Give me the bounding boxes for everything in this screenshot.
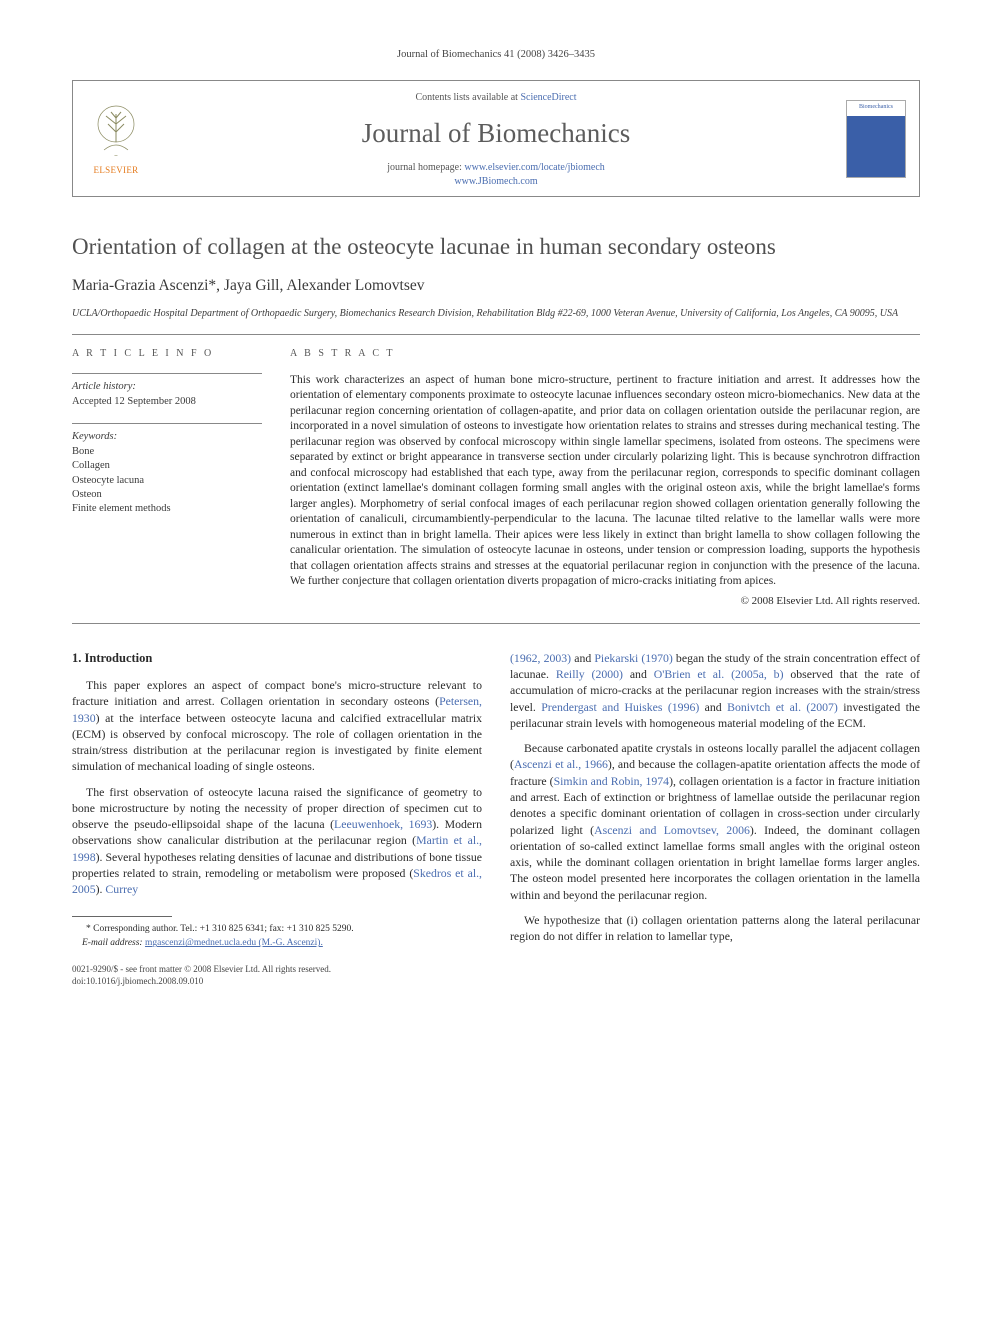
body-left-column: 1. Introduction This paper explores an a…: [72, 650, 482, 988]
running-head: Journal of Biomechanics 41 (2008) 3426–3…: [72, 48, 920, 62]
keywords-label: Keywords:: [72, 430, 262, 444]
homepage-link-1[interactable]: www.elsevier.com/locate/jbiomech: [464, 162, 604, 173]
sciencedirect-link[interactable]: ScienceDirect: [520, 92, 576, 103]
article-info-heading: A R T I C L E I N F O: [72, 347, 262, 361]
journal-homepage: journal homepage: www.elsevier.com/locat…: [167, 161, 825, 188]
bottom-meta: 0021-9290/$ - see front matter © 2008 El…: [72, 964, 482, 987]
rule-below-abstract: [72, 623, 920, 624]
elsevier-tree-icon: ⌣: [89, 102, 143, 162]
contents-prefix: Contents lists available at: [415, 92, 520, 103]
footnote-email-label: E-mail address:: [82, 938, 143, 948]
abstract-column: A B S T R A C T This work characterizes …: [290, 347, 920, 609]
body-paragraph: Because carbonated apatite crystals in o…: [510, 740, 920, 903]
keyword-item: Finite element methods: [72, 502, 262, 516]
footnote-email-line: E-mail address: mgascenzi@mednet.ucla.ed…: [72, 937, 482, 950]
abstract-copyright: © 2008 Elsevier Ltd. All rights reserved…: [290, 594, 920, 609]
contents-available-line: Contents lists available at ScienceDirec…: [167, 91, 825, 105]
history-value: Accepted 12 September 2008: [72, 396, 196, 407]
keyword-item: Osteon: [72, 488, 262, 502]
footnote-email-link[interactable]: mgascenzi@mednet.ucla.edu (M.-G. Ascenzi…: [145, 938, 323, 948]
journal-name: Journal of Biomechanics: [167, 115, 825, 151]
journal-masthead: ⌣ ELSEVIER Contents lists available at S…: [72, 80, 920, 197]
body-paragraph: (1962, 2003) and Piekarski (1970) began …: [510, 650, 920, 731]
abstract-heading: A B S T R A C T: [290, 347, 920, 361]
publisher-logo-cell: ⌣ ELSEVIER: [73, 81, 159, 196]
keyword-item: Osteocyte lacuna: [72, 474, 262, 488]
footnote-rule: [72, 916, 172, 917]
svg-text:⌣: ⌣: [114, 153, 118, 159]
masthead-center: Contents lists available at ScienceDirec…: [159, 81, 833, 196]
article-history-block: Article history: Accepted 12 September 2…: [72, 373, 262, 409]
body-two-column: 1. Introduction This paper explores an a…: [72, 650, 920, 988]
authors-line: Maria-Grazia Ascenzi*, Jaya Gill, Alexan…: [72, 276, 920, 297]
body-paragraph: We hypothesize that (i) collagen orienta…: [510, 912, 920, 945]
section-heading-introduction: 1. Introduction: [72, 650, 482, 667]
body-paragraph: This paper explores an aspect of compact…: [72, 677, 482, 775]
abstract-text: This work characterizes an aspect of hum…: [290, 373, 920, 590]
info-abstract-row: A R T I C L E I N F O Article history: A…: [72, 347, 920, 609]
body-right-column: (1962, 2003) and Piekarski (1970) began …: [510, 650, 920, 988]
keywords-block: Keywords: Bone Collagen Osteocyte lacuna…: [72, 423, 262, 516]
cover-thumb-title: Biomechanics: [847, 103, 905, 111]
body-paragraph: The first observation of osteocyte lacun…: [72, 784, 482, 898]
rule-above-info: [72, 334, 920, 335]
homepage-link-2[interactable]: www.JBiomech.com: [454, 176, 537, 187]
keyword-item: Bone: [72, 445, 262, 459]
article-title: Orientation of collagen at the osteocyte…: [72, 233, 920, 262]
affiliation: UCLA/Orthopaedic Hospital Department of …: [72, 307, 920, 321]
cover-thumb-cell: Biomechanics: [833, 81, 919, 196]
homepage-prefix: journal homepage:: [387, 162, 464, 173]
journal-cover-thumbnail: Biomechanics: [846, 100, 906, 178]
doi-line: doi:10.1016/j.jbiomech.2008.09.010: [72, 976, 482, 988]
article-info-column: A R T I C L E I N F O Article history: A…: [72, 347, 262, 609]
publisher-label: ELSEVIER: [94, 164, 139, 176]
issn-line: 0021-9290/$ - see front matter © 2008 El…: [72, 964, 482, 976]
keyword-item: Collagen: [72, 459, 262, 473]
history-label: Article history:: [72, 380, 262, 394]
corresponding-author-footnote: * Corresponding author. Tel.: +1 310 825…: [72, 923, 482, 951]
footnote-corr-line: * Corresponding author. Tel.: +1 310 825…: [72, 923, 482, 936]
